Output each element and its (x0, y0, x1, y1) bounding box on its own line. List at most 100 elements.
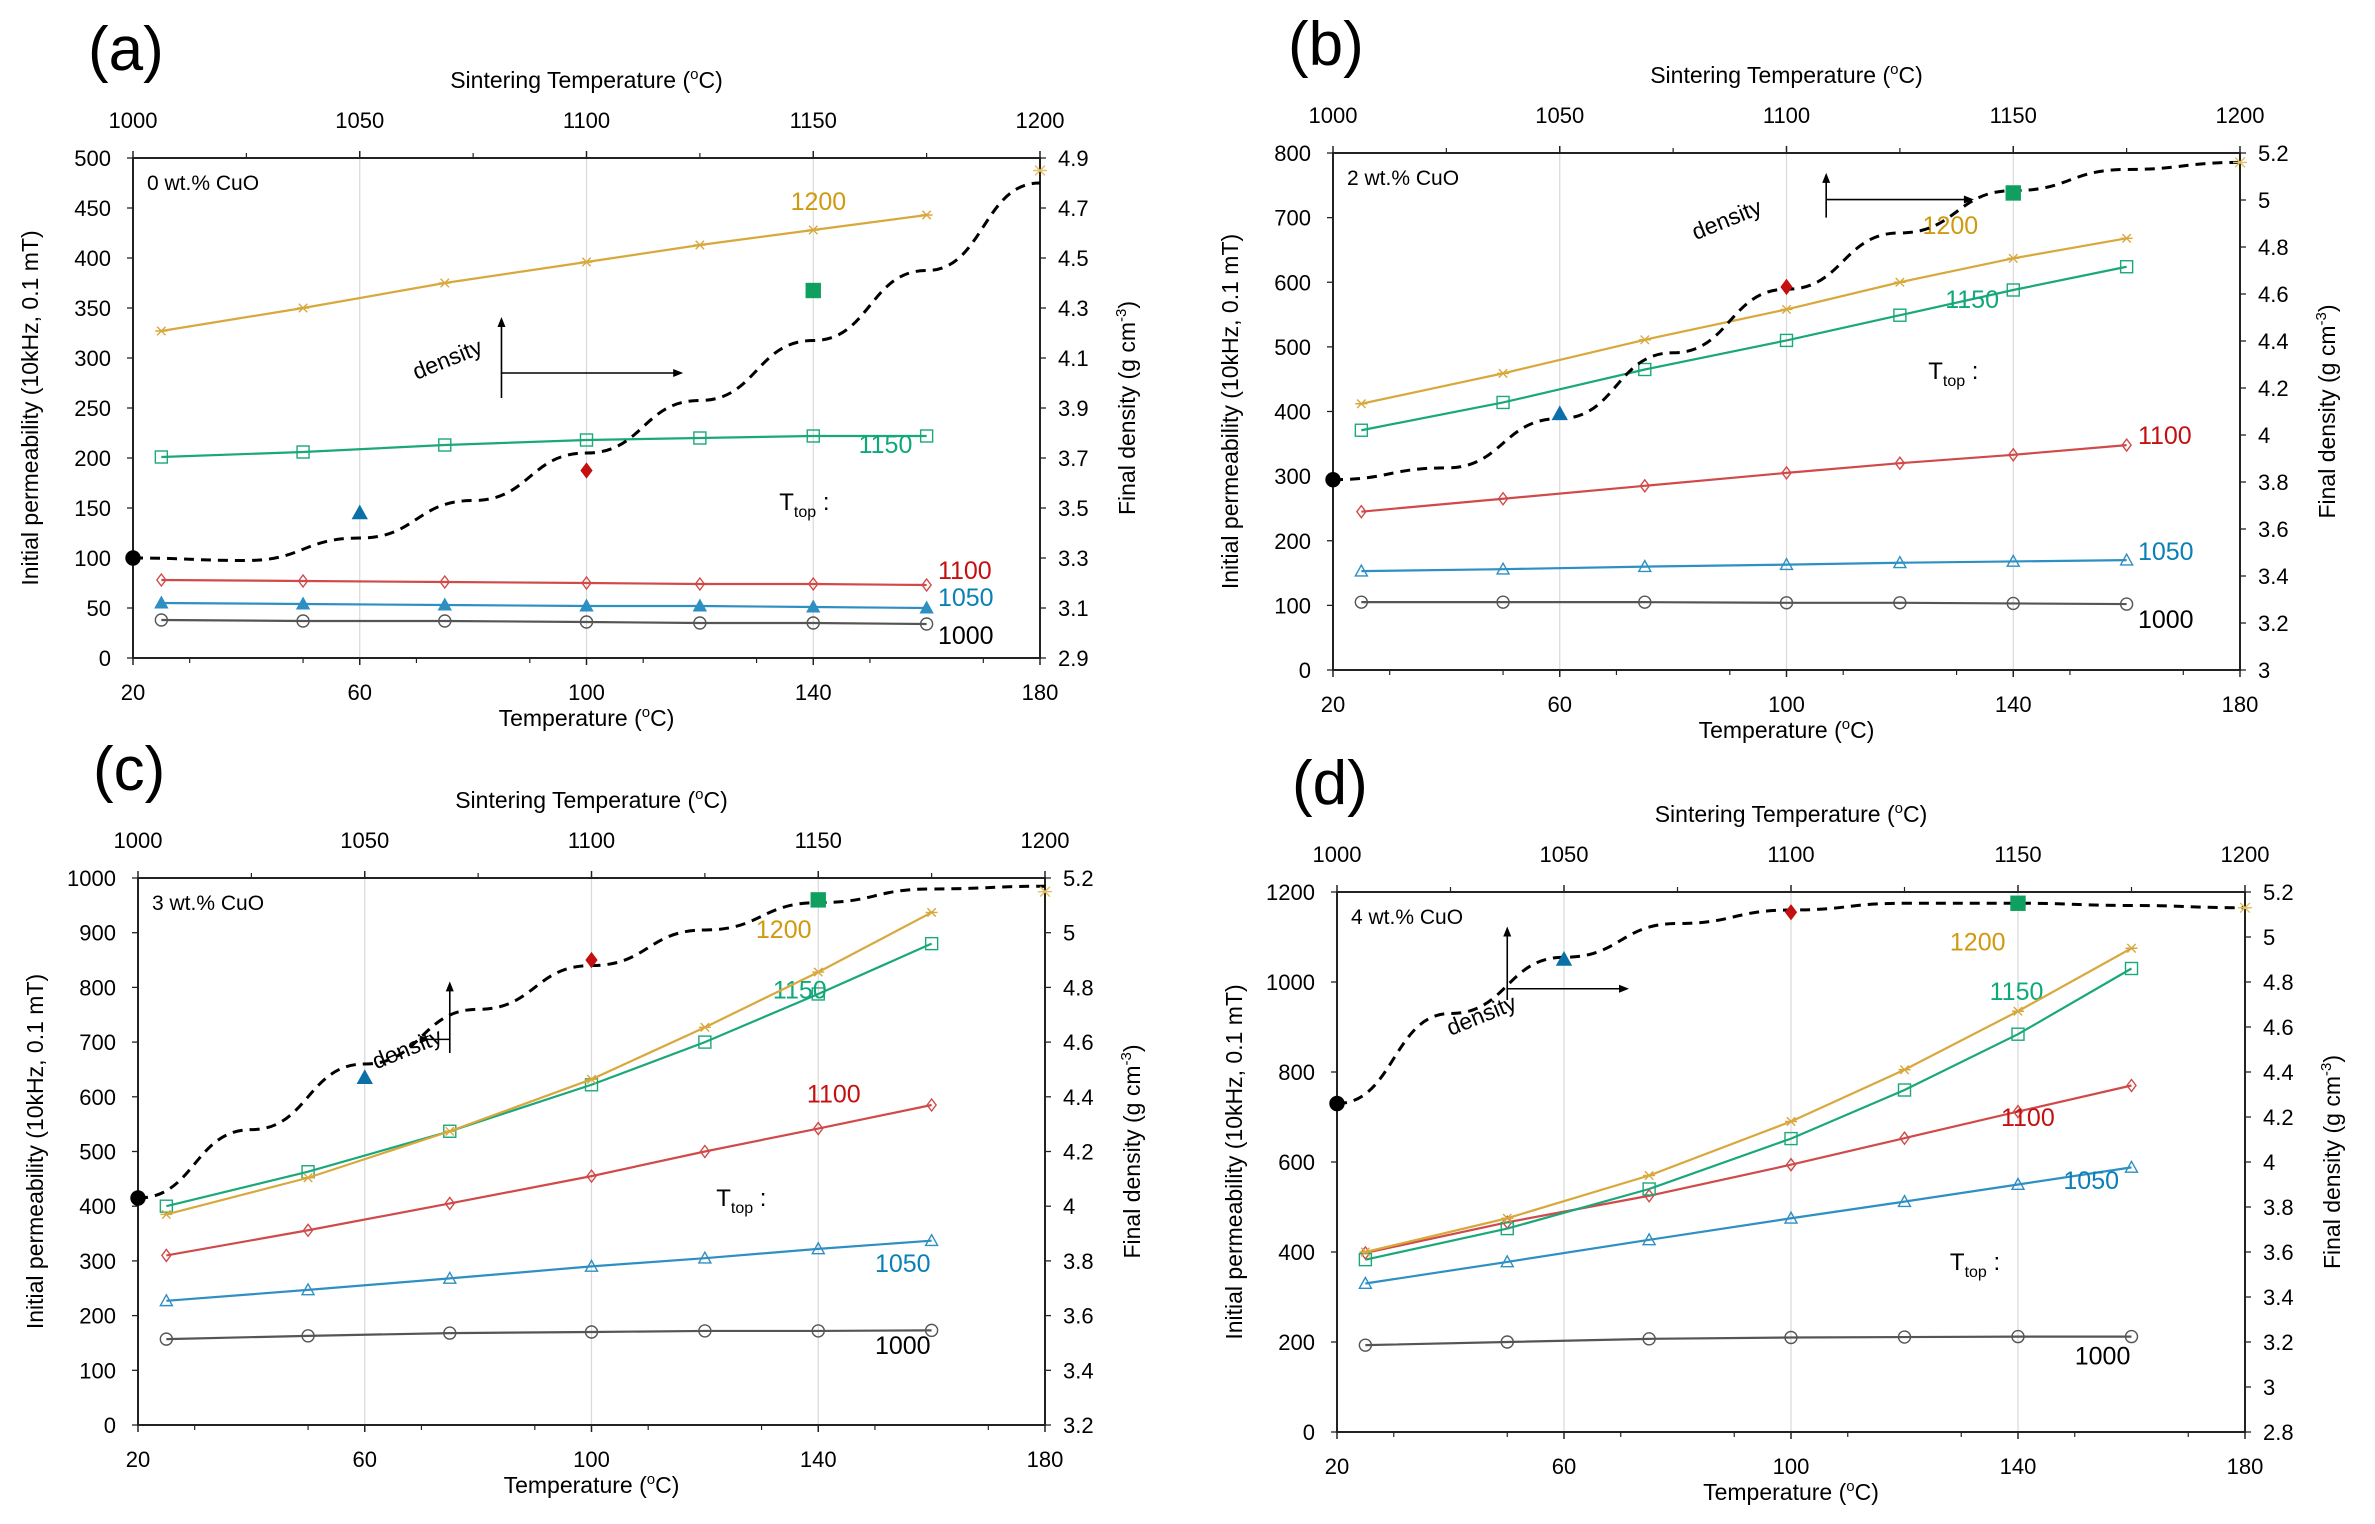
arrow-right-head (419, 1035, 430, 1044)
y2-tick-label: 4.6 (2263, 1015, 2294, 1040)
series-line-1050 (1365, 1166, 2132, 1285)
x-tick-label: 60 (1552, 1454, 1576, 1479)
arrow-up-head (497, 317, 506, 327)
data-point-1050 (806, 599, 821, 613)
data-point-1000 (438, 614, 452, 628)
data-point-1000 (2119, 597, 2134, 611)
data-point-1050 (919, 600, 934, 614)
y-tick-label: 250 (74, 396, 111, 421)
y2-axis-title-b: ) (1119, 1044, 1145, 1052)
density-point-1000 (125, 550, 141, 566)
data-point-1150 (1897, 1083, 1912, 1097)
data-point-1050 (692, 598, 708, 612)
density-point-1150 (2010, 895, 2026, 911)
data-point-1100 (1639, 478, 1651, 493)
series-label-1050: 1050 (938, 584, 994, 612)
data-point-1000 (806, 616, 820, 630)
data-point-1050 (1354, 563, 1369, 577)
composition-annotation: 4 wt.% CuO (1351, 906, 1463, 929)
data-point-1150 (1500, 1221, 1514, 1236)
x-tick-label: 140 (1995, 692, 2032, 717)
data-point-1150 (1638, 362, 1652, 377)
series-1100 (1355, 437, 2132, 519)
data-point-1200 (925, 907, 938, 918)
ttop-suffix: : (1965, 358, 1978, 385)
panel-label: (a) (88, 15, 164, 84)
x-axis-title: Temperature (oC) (1699, 716, 1875, 743)
y2-tick-label: 2.9 (1058, 646, 1089, 671)
data-point-1200 (920, 210, 933, 220)
data-point-1000 (924, 1323, 939, 1338)
top-axis-title-sup: o (1895, 800, 1903, 817)
y2-axis-title: Final density (g cm-3) (2318, 1055, 2345, 1269)
series-1150 (1358, 961, 2139, 1267)
chart-panel-2: 20 60 100 140 180 1000 1050 1100 1150 1200 0 100 200… (1217, 10, 2340, 743)
x-axis-title-a: Temperature ( (1699, 717, 1843, 743)
y-tick-label: 800 (79, 975, 116, 1000)
y2-axis-title-b: ) (2319, 1055, 2345, 1063)
x-tick-label: 180 (2222, 692, 2259, 717)
ttop-suffix: : (1987, 1249, 2000, 1276)
y-tick-label: 0 (104, 1413, 116, 1438)
x-tick-label: 100 (1773, 1454, 1810, 1479)
data-point-1050 (1897, 1194, 1912, 1208)
series-label-1100: 1100 (2001, 1104, 2055, 1132)
y-tick-label: 500 (74, 146, 111, 171)
series-1000 (159, 1323, 939, 1346)
data-point-1050 (1892, 555, 1908, 569)
data-point-1200 (1898, 1065, 1911, 1075)
y2-tick-label: 3.4 (2258, 564, 2289, 589)
data-point-1200 (1501, 1213, 1514, 1223)
series-line-1150 (1361, 265, 2127, 432)
y-tick-label: 200 (1278, 1330, 1315, 1355)
series-line-1050 (166, 1239, 932, 1302)
data-point-1100 (160, 1248, 172, 1263)
y2-axis-title-a: Final density (g cm (2314, 326, 2340, 519)
density-point-1150 (810, 892, 826, 908)
data-point-1000 (2011, 1329, 2025, 1344)
ttop-label: Ttop : (716, 1185, 766, 1217)
x-axis-title: Temperature (oC) (504, 1471, 680, 1498)
x-axis-title-sup: o (642, 704, 650, 721)
series-label-1050: 1050 (2063, 1167, 2119, 1195)
data-point-1050 (1783, 1210, 1799, 1224)
series-label-1000: 1000 (938, 622, 994, 650)
series-1150 (154, 429, 934, 464)
y2-tick-label: 4.5 (1058, 246, 1089, 271)
data-point-1050 (2124, 1159, 2139, 1173)
chart-panel-3: 20 60 100 140 180 1000 1050 1100 1150 1200 0 100 200… (22, 735, 1145, 1498)
data-point-1050 (437, 597, 452, 611)
x-tick-label: 60 (353, 1447, 377, 1472)
series-line-1150 (166, 942, 933, 1208)
y-tick-label: 100 (1274, 593, 1311, 618)
y2-axis-title-sup: -3 (2318, 1063, 2335, 1076)
y2-tick-label: 3.8 (2263, 1195, 2294, 1220)
top-axis-title-b: C) (703, 787, 727, 813)
y2-axis-title-b: ) (1114, 301, 1140, 309)
data-point-1200 (1643, 1170, 1656, 1181)
y-tick-label: 1000 (67, 866, 116, 891)
y-tick-label: 100 (79, 1358, 116, 1383)
data-point-1150 (1779, 333, 1794, 348)
series-1100 (160, 1097, 937, 1263)
y-tick-label: 200 (74, 446, 111, 471)
y-tick-label: 0 (1299, 658, 1311, 683)
data-point-1000 (1354, 595, 1369, 609)
data-point-1100 (694, 576, 706, 592)
data-point-1050 (811, 1241, 826, 1255)
y2-axis-title-sup: -3 (1113, 309, 1130, 322)
y-tick-label: 350 (74, 296, 111, 321)
data-point-1100 (444, 1196, 456, 1211)
data-point-1100 (1355, 504, 1367, 519)
data-point-1000 (301, 1329, 315, 1343)
x-axis-title-a: Temperature ( (504, 1472, 648, 1498)
y2-tick-label: 4 (2258, 423, 2270, 448)
data-point-1100 (581, 575, 592, 591)
x2-tick-label: 1100 (1763, 103, 1810, 128)
y2-tick-label: 3.9 (1058, 396, 1089, 421)
ttop-label: Ttop : (779, 489, 829, 521)
series-line-1100 (161, 578, 927, 587)
data-point-1050 (1500, 1254, 1515, 1268)
series-1100 (155, 572, 932, 593)
